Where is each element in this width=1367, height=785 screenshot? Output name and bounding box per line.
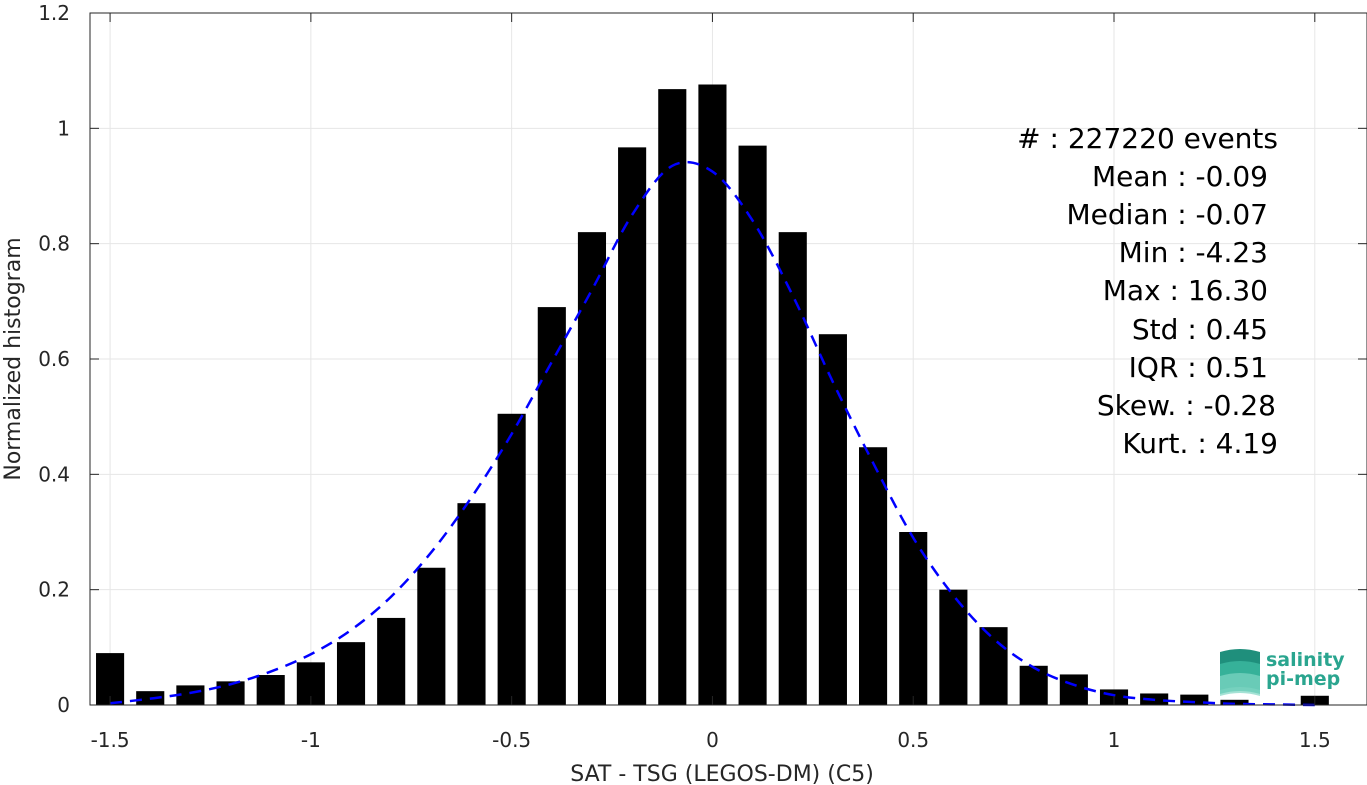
stats-max: Max : 16.30: [1103, 274, 1268, 307]
x-axis-label: SAT - TSG (LEGOS-DM) (C5): [570, 762, 874, 785]
y-tick-label: 0.6: [38, 347, 70, 371]
y-tick-label: 0.2: [38, 578, 70, 602]
histogram-bar: [336, 642, 366, 705]
stats-events: # : 227220 events: [1017, 122, 1278, 155]
salinity-pimep-logo: salinity pi-mep: [1220, 649, 1345, 696]
histogram-bar: [497, 413, 526, 705]
stats-mean: Mean : -0.09: [1092, 160, 1268, 193]
histogram-bar: [537, 307, 566, 705]
stats-median: Median : -0.07: [1066, 198, 1268, 231]
histogram-bar: [658, 89, 687, 706]
y-tick-label: 1: [57, 116, 70, 140]
histogram-bar: [1059, 674, 1088, 705]
stats-std: Std : 0.45: [1132, 313, 1268, 346]
x-tick-label: 0: [706, 728, 719, 752]
x-tick-label: -1.5: [91, 728, 130, 752]
y-tick-labels: 0 0.2 0.4 0.6 0.8 1 1.2: [38, 1, 70, 717]
y-tick-label: 1.2: [38, 1, 70, 25]
x-tick-label: -1: [301, 728, 321, 752]
stats-iqr: IQR : 0.51: [1129, 351, 1268, 384]
histogram-bar: [377, 617, 406, 705]
stats-box: # : 227220 events Mean : -0.09 Median : …: [1017, 122, 1278, 460]
x-tick-label: -0.5: [492, 728, 531, 752]
y-tick-label: 0.8: [38, 232, 70, 256]
histogram-bars: [96, 84, 1329, 706]
histogram-bar: [457, 503, 486, 705]
wave-logo-icon: [1220, 649, 1260, 696]
histogram-bar: [818, 334, 847, 705]
histogram-bar: [176, 685, 205, 705]
histogram-bar: [778, 232, 807, 705]
x-tick-label: 1: [1108, 728, 1121, 752]
x-tick-label: 0.5: [897, 728, 929, 752]
x-tick-label: 1.5: [1299, 728, 1331, 752]
histogram-bar: [1180, 694, 1209, 705]
histogram-bar: [979, 627, 1008, 705]
stats-min: Min : -4.23: [1119, 236, 1268, 269]
logo-line2: pi-mep: [1266, 668, 1340, 690]
histogram-bar: [738, 145, 767, 706]
y-axis-label: Normalized histogram: [1, 237, 26, 480]
histogram-bar: [899, 532, 928, 705]
histogram-bar: [1220, 699, 1249, 705]
histogram-bar: [859, 447, 888, 705]
logo-line1: salinity: [1266, 649, 1345, 671]
axis-ticks: [90, 12, 1367, 706]
y-tick-label: 0.4: [38, 462, 70, 486]
normal-fit-curve: [109, 160, 1315, 707]
histogram-bar: [256, 675, 285, 705]
histogram-bar: [216, 681, 245, 705]
histogram-bar: [1019, 665, 1048, 705]
histogram-bar: [939, 589, 968, 705]
histogram-bar: [698, 84, 727, 706]
x-tick-labels: -1.5 -1 -0.5 0 0.5 1 1.5: [91, 728, 1331, 752]
stats-kurt: Kurt. : 4.19: [1122, 427, 1278, 460]
y-tick-label: 0: [57, 693, 70, 717]
histogram-bar: [417, 567, 446, 705]
histogram-bar: [618, 147, 647, 705]
stats-skew: Skew. : -0.28: [1097, 389, 1276, 422]
histogram-bar: [577, 232, 607, 705]
